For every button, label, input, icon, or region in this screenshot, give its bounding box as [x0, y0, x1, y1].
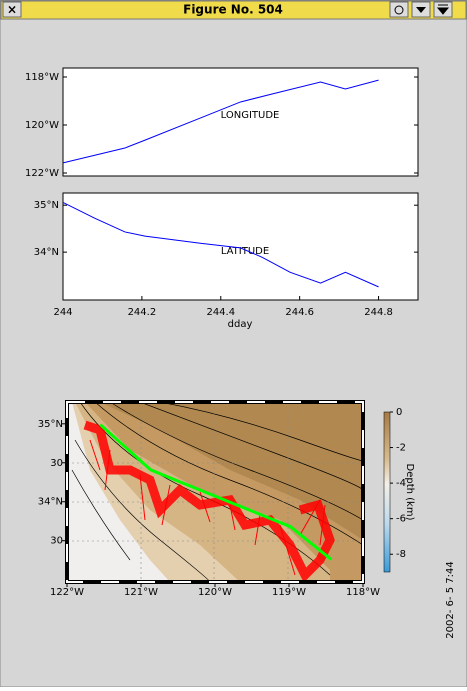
y-tick-label: 30	[50, 458, 63, 469]
x-tick-label: 244	[53, 307, 72, 318]
y-tick-label: 34°N	[34, 247, 59, 258]
timestamp: 2002- 6- 5 7:44	[445, 561, 456, 638]
colorbar-tick-label: -4	[396, 478, 406, 489]
x-tick-label: 244.2	[128, 307, 157, 318]
colorbar-tick-label: -2	[396, 443, 406, 454]
y-tick-label: 30	[50, 536, 63, 547]
annotation: LATITUDE	[221, 246, 269, 257]
x-tick-label: 120°W	[198, 587, 232, 598]
map-background	[67, 402, 363, 582]
x-tick-label: 121°W	[124, 587, 158, 598]
colorbar	[383, 411, 391, 573]
colorbar-tick-label: 0	[396, 407, 402, 418]
colorbar-tick-label: -8	[396, 549, 406, 560]
close-icon: ×	[7, 3, 17, 17]
close-button[interactable]	[2, 1, 22, 18]
title-bar	[0, 0, 467, 20]
y-tick-label: 35°N	[38, 419, 63, 430]
window-title: Figure No. 504	[183, 3, 283, 17]
maximize-icon	[436, 4, 450, 15]
x-tick-label: 119°W	[272, 587, 306, 598]
axes-box	[62, 67, 419, 177]
y-tick-label: 120°W	[25, 120, 59, 131]
x-tick-label: 244.4	[206, 307, 235, 318]
iconify-button[interactable]	[389, 1, 409, 18]
y-tick-label: 118°W	[25, 72, 59, 83]
y-tick-label: 35°N	[34, 200, 59, 211]
iconify-icon	[394, 5, 404, 15]
shade-icon	[416, 7, 426, 13]
x-tick-label: 118°W	[346, 587, 380, 598]
ship-track	[99, 423, 333, 561]
x-tick-label: 244.6	[285, 307, 314, 318]
data-line	[62, 201, 379, 288]
axes-box	[62, 192, 419, 301]
x-tick-label: 244.8	[364, 307, 393, 318]
x-axis-label: dday	[228, 319, 253, 330]
data-line	[62, 79, 379, 164]
colorbar-label: Depth (km)	[404, 464, 415, 521]
y-tick-label: 122°W	[25, 168, 59, 179]
colorbar-tick-label: -6	[396, 514, 406, 525]
annotation: LONGITUDE	[221, 110, 280, 121]
x-tick-label: 122°W	[50, 587, 84, 598]
y-tick-label: 34°N	[38, 497, 63, 508]
map-frame	[66, 401, 364, 583]
